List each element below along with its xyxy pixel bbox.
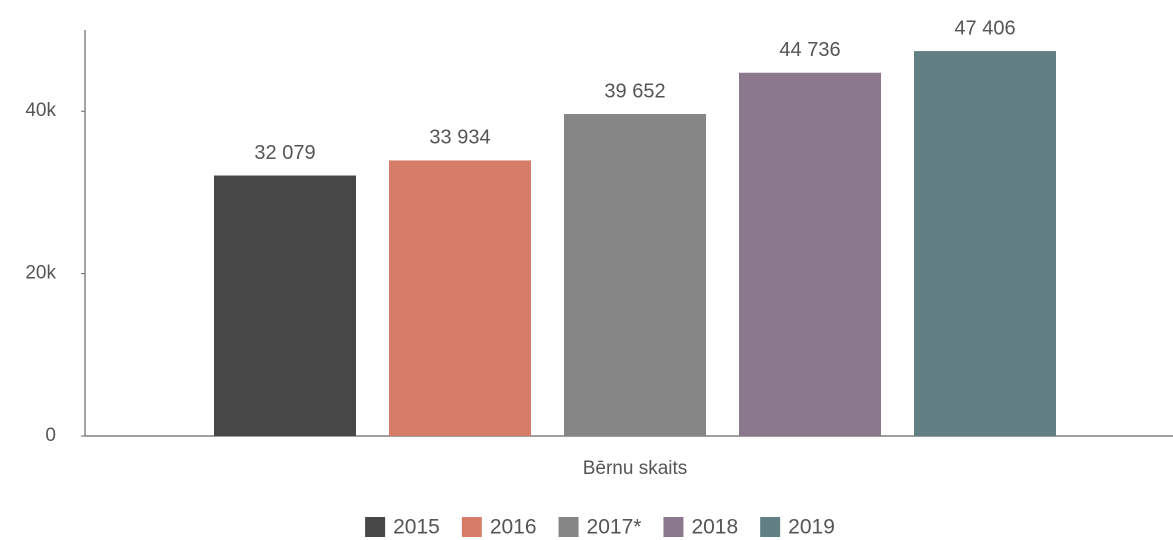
bar [214,175,356,436]
bar [389,160,531,436]
bar [739,72,881,436]
legend-label: 2016 [490,516,537,539]
bar [564,114,706,436]
legend-swatch [760,517,781,537]
y-tick-label: 20k [25,263,56,284]
value-label: 39 652 [604,80,665,102]
legend-swatch [558,517,579,537]
legend-label: 2018 [691,516,738,539]
legend-swatch [663,517,684,537]
bar [914,51,1056,436]
x-axis-label: Bērnu skaits [583,458,688,479]
legend-label: 2015 [393,516,440,539]
legend-label: 2017* [587,516,642,539]
legend-swatch [461,517,482,537]
value-label: 44 736 [779,39,840,61]
value-label: 33 934 [429,127,490,149]
legend-swatch [365,517,386,537]
value-label: 32 079 [254,142,315,164]
y-tick-label: 0 [45,425,56,446]
value-label: 47 406 [954,17,1015,39]
legend-label: 2019 [788,516,835,539]
y-tick-label: 40k [25,100,56,121]
